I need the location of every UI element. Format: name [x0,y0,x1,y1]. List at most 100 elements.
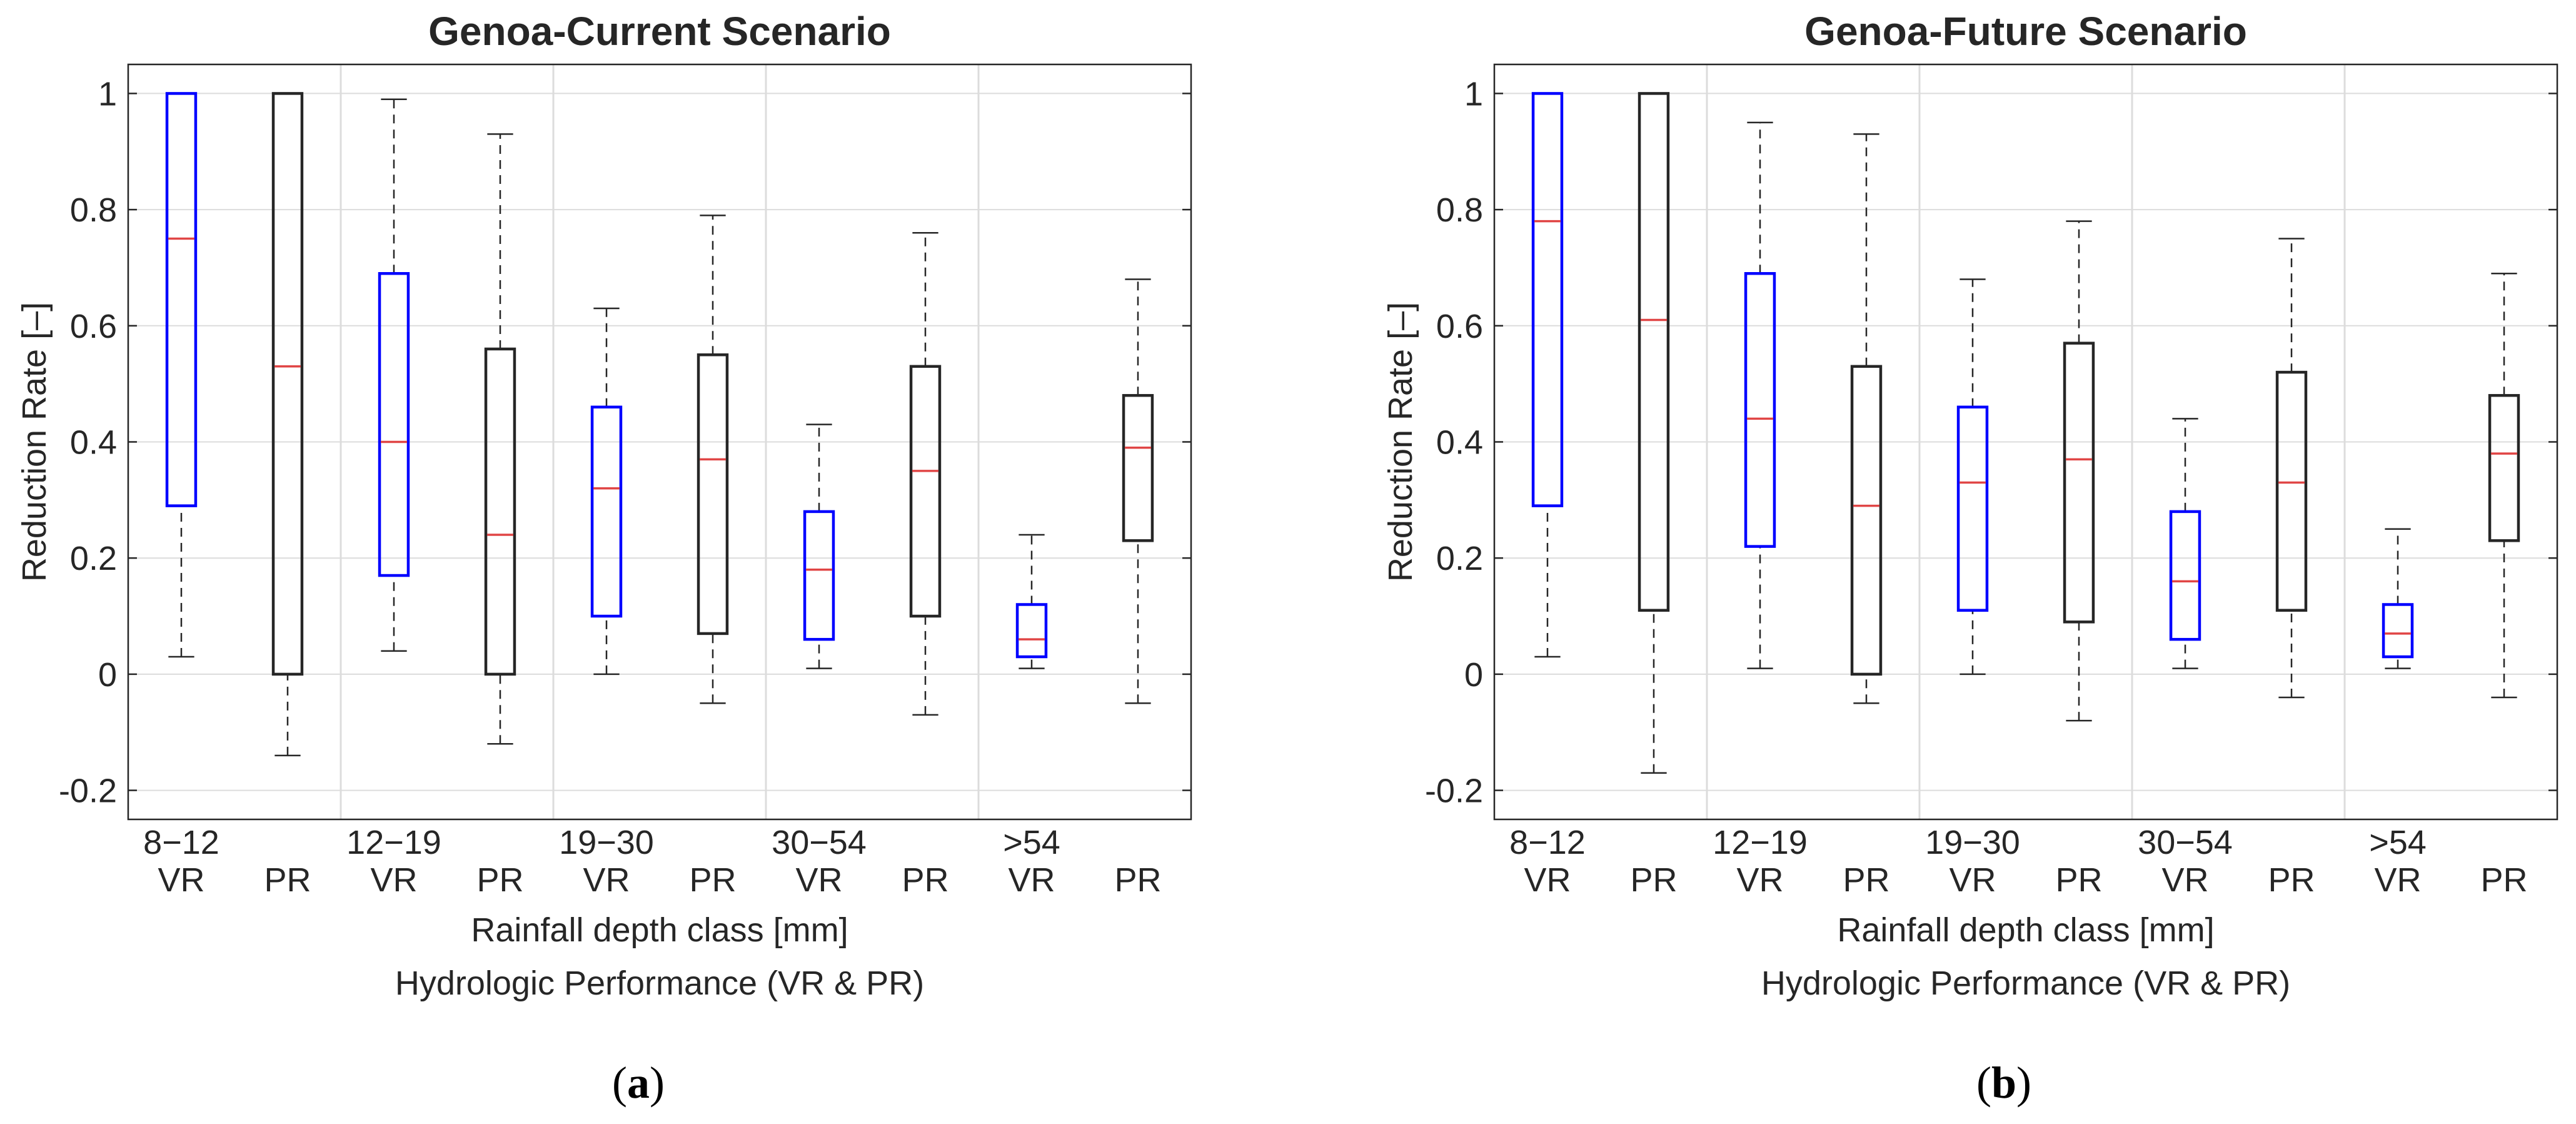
panel-caption: (b) [1976,1058,2031,1108]
x-class-label: >54 [2369,824,2427,861]
x-tick-label-vr: VR [795,861,842,899]
caption-letter: a [627,1058,650,1108]
x-tick-label-vr: VR [2161,861,2208,899]
y-tick-label: 0.2 [70,540,117,577]
iqr-box [165,92,198,507]
box-1930-pr [697,215,729,704]
x-axis-label-secondary: Hydrologic Performance (VR & PR) [1761,965,2290,1002]
caption-close-paren: ) [2016,1058,2031,1108]
iqr-box [1744,271,1776,548]
iqr-box [2063,342,2095,624]
iqr-box [1015,603,1048,659]
x-tick-label-pr: PR [2268,861,2315,899]
iqr-box [271,92,304,676]
x-class-label: 8−12 [143,824,219,861]
y-tick-label: 1 [1464,75,1483,113]
y-tick-label: 0.8 [70,191,117,229]
iqr-box [2275,370,2308,612]
x-axis-label: Rainfall depth class [mm] [471,911,848,949]
x-class-label: >54 [1003,824,1060,861]
iqr-box [1638,92,1670,612]
iqr-box [590,405,623,618]
box-812-pr [271,92,304,757]
x-tick-label-vr: VR [158,861,204,899]
box-3054-pr [2275,238,2308,699]
x-tick-label-vr: VR [370,861,417,899]
box-1219-vr [378,98,410,652]
x-tick-label-pr: PR [264,861,311,899]
iqr-box [484,347,516,676]
y-axis-label: Reduction Rate [–] [1382,302,1419,582]
x-tick-label-vr: VR [1736,861,1783,899]
chart-title: Genoa-Future Scenario [1804,9,2247,54]
y-tick-label: 0 [1464,656,1483,694]
x-class-label: 12−19 [1713,824,1808,861]
box-54-pr [2488,272,2520,699]
caption-close-paren: ) [650,1058,665,1108]
x-class-label: 12−19 [346,824,441,861]
iqr-box [1956,405,1989,612]
box-812-vr [1531,92,1564,658]
x-tick-label-pr: PR [476,861,523,899]
x-tick-label-pr: PR [1114,861,1161,899]
x-tick-label-vr: VR [2374,861,2421,899]
x-class-label: 30−54 [772,824,867,861]
box-3054-pr [909,232,942,716]
box-54-vr [2382,528,2414,669]
iqr-box [2488,393,2520,542]
caption-letter: b [1991,1058,2016,1108]
box-1930-vr [590,307,623,676]
box-54-vr [1015,534,1048,669]
box-54-pr [1122,278,1154,704]
x-tick-label-pr: PR [2480,861,2527,899]
x-class-label: 30−54 [2138,824,2233,861]
iqr-box [909,365,942,618]
box-1930-pr [2063,220,2095,722]
iqr-box [2382,603,2414,659]
box-812-pr [1638,92,1670,774]
x-tick-label-pr: PR [689,861,736,899]
x-tick-label-pr: PR [1630,861,1677,899]
y-tick-label: 0.4 [1436,424,1483,462]
y-axis-label: Reduction Rate [–] [16,302,53,582]
box-1930-vr [1956,278,1989,676]
iqr-box [1531,92,1564,507]
x-tick-label-vr: VR [1949,861,1996,899]
x-tick-label-vr: VR [1524,861,1571,899]
box-3054-vr [803,423,835,669]
y-tick-label: 1 [98,75,117,113]
iqr-box [2169,510,2201,641]
caption-open-paren: ( [1976,1058,1991,1108]
box-1219-vr [1744,121,1776,669]
x-class-label: 8−12 [1509,824,1586,861]
y-tick-label: 0.4 [70,424,117,462]
x-axis-label-secondary: Hydrologic Performance (VR & PR) [395,965,924,1002]
y-tick-label: -0.2 [1425,772,1483,810]
y-tick-label: 0.6 [70,308,117,345]
iqr-box [803,510,835,641]
panel-caption: (a) [612,1058,665,1108]
x-tick-label-vr: VR [1008,861,1055,899]
box-1219-pr [484,133,516,745]
y-tick-label: -0.2 [59,772,117,810]
x-axis-label: Rainfall depth class [mm] [1837,911,2214,949]
y-tick-label: 0.6 [1436,308,1483,345]
y-tick-label: 0.8 [1436,191,1483,229]
x-class-label: 19−30 [559,824,654,861]
y-tick-label: 0.2 [1436,540,1483,577]
x-tick-label-pr: PR [902,861,948,899]
x-tick-label-pr: PR [2055,861,2102,899]
box-1219-pr [1850,133,1883,704]
box-3054-vr [2169,418,2201,669]
iqr-box [697,353,729,635]
box-812-vr [165,92,198,658]
chart-title: Genoa-Current Scenario [428,9,891,54]
x-tick-label-vr: VR [583,861,630,899]
y-tick-label: 0 [98,656,117,694]
iqr-box [1122,393,1154,542]
x-tick-label-pr: PR [1843,861,1889,899]
iqr-box [378,271,410,577]
